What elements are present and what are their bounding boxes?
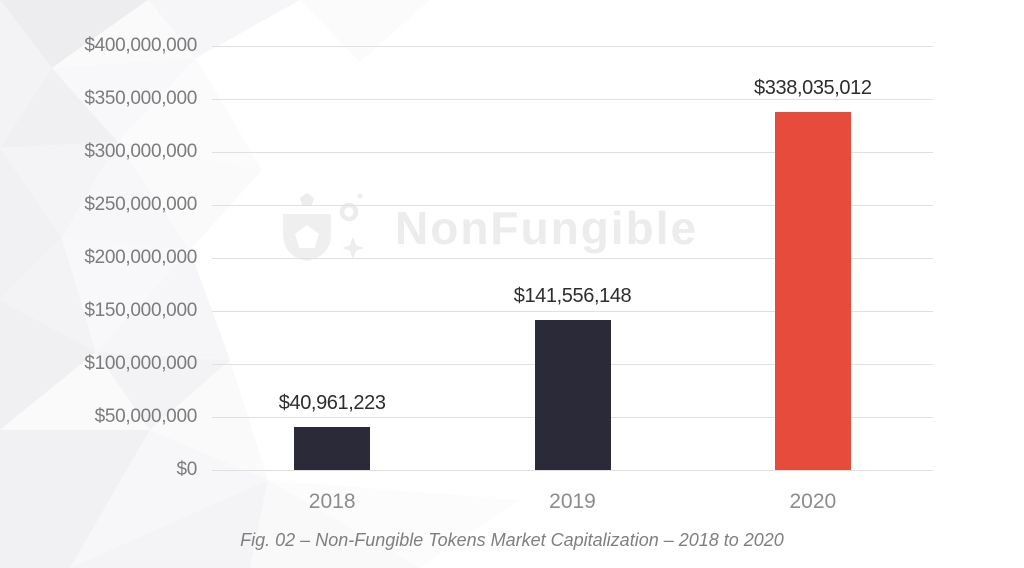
bar-value-label: $40,961,223 bbox=[278, 391, 386, 414]
bar-value-label: $141,556,148 bbox=[513, 284, 632, 307]
y-axis-tick-label: $400,000,000 bbox=[84, 35, 197, 56]
y-axis-tick-label: $0 bbox=[176, 459, 197, 480]
gridline bbox=[212, 46, 933, 47]
y-axis-tick-label: $350,000,000 bbox=[84, 88, 197, 109]
gridline bbox=[212, 152, 933, 153]
gridline bbox=[212, 470, 933, 471]
watermark: NonFungible bbox=[281, 188, 698, 268]
watermark-text: NonFungible bbox=[395, 202, 699, 254]
gridline bbox=[212, 205, 933, 206]
y-axis-tick-label: $250,000,000 bbox=[84, 194, 197, 215]
x-axis-label: 2020 bbox=[789, 490, 837, 513]
bar-value-label: $338,035,012 bbox=[754, 76, 872, 99]
y-axis-tick-label: $100,000,000 bbox=[84, 353, 197, 374]
y-axis-tick-label: $200,000,000 bbox=[84, 247, 197, 268]
bar-2020 bbox=[774, 111, 851, 470]
y-axis-tick-label: $150,000,000 bbox=[84, 300, 197, 321]
bar-2018 bbox=[294, 426, 371, 470]
bar-2019 bbox=[534, 319, 611, 470]
nonfungible-logo-icon bbox=[283, 193, 364, 261]
gridline bbox=[212, 99, 933, 100]
x-axis-label: 2019 bbox=[549, 490, 596, 513]
y-axis-tick-label: $300,000,000 bbox=[84, 141, 197, 162]
y-axis-tick-label: $50,000,000 bbox=[94, 406, 198, 427]
gridline bbox=[212, 258, 933, 259]
figure-caption: Fig. 02 – Non-Fungible Tokens Market Cap… bbox=[240, 530, 784, 550]
gridline bbox=[212, 311, 933, 312]
x-axis-label: 2018 bbox=[308, 490, 356, 513]
